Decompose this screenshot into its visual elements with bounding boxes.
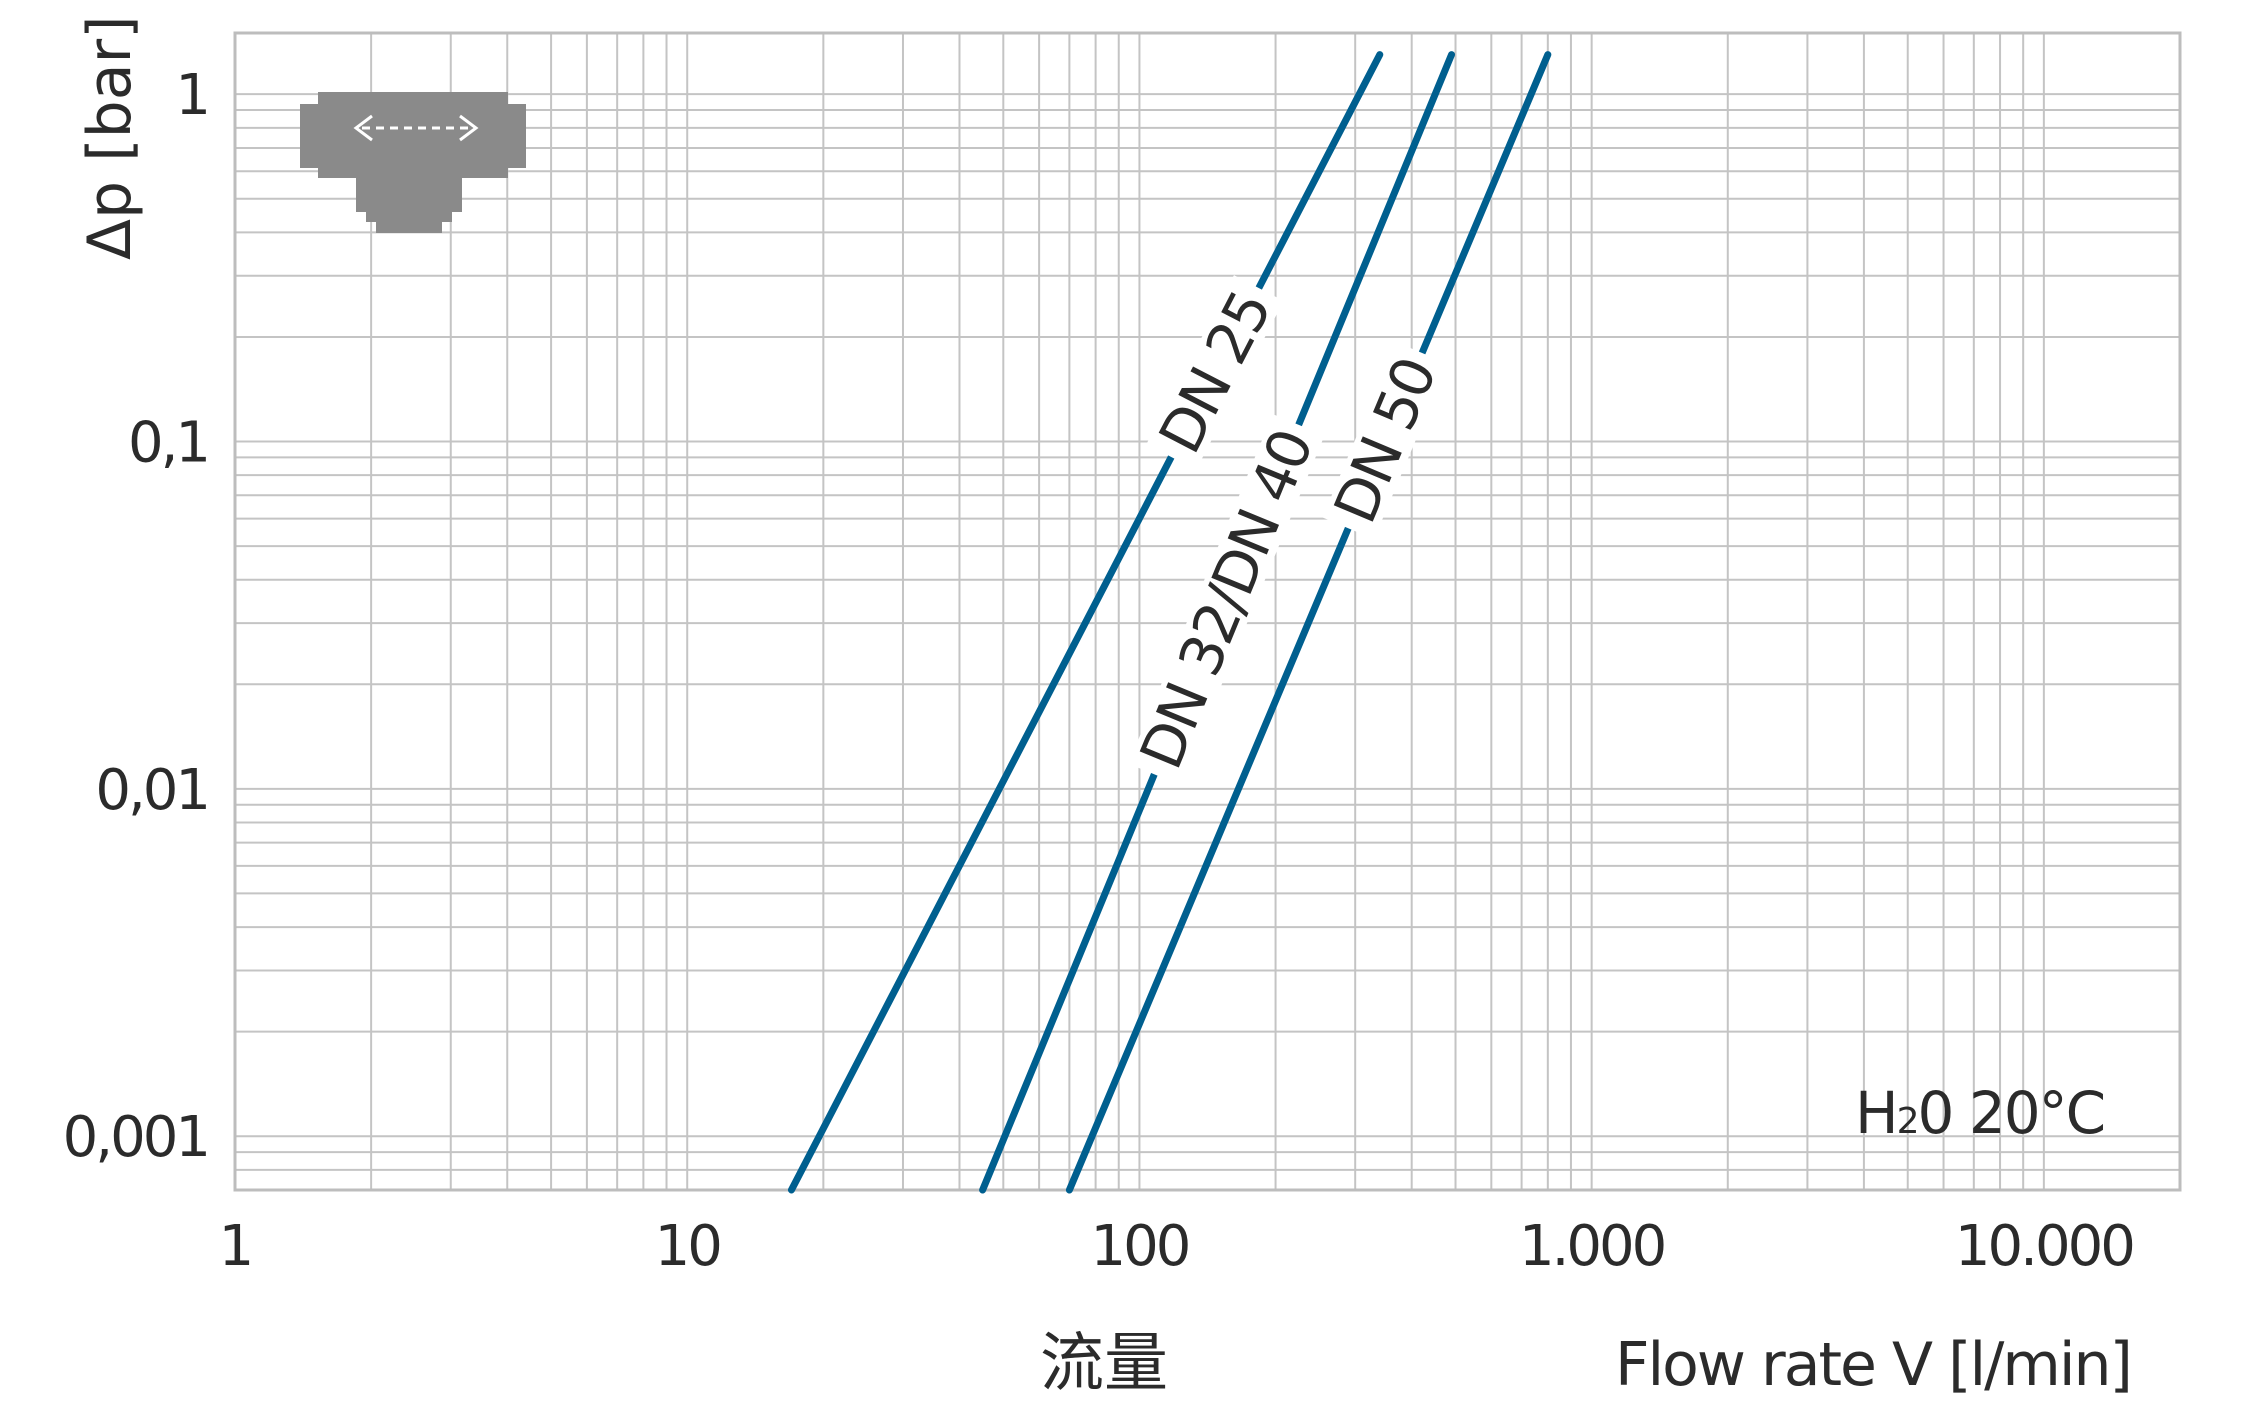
x-tick-label: 1.000 bbox=[1519, 1214, 1664, 1279]
y-tick-labels: 1 0,1 0,01 0,001 bbox=[63, 63, 211, 1170]
y-axis-title: Δp [bar] bbox=[75, 15, 145, 260]
x-tick-label: 10 bbox=[655, 1214, 720, 1279]
y-tick-label: 0,01 bbox=[95, 758, 208, 823]
series-label-background bbox=[1146, 275, 1284, 470]
x-axis-title: Flow rate V [l/min] bbox=[1615, 1330, 2131, 1400]
x-tick-labels: 1 10 100 1.000 10.000 bbox=[219, 1214, 2136, 1279]
x-tick-label: 10.000 bbox=[1955, 1214, 2133, 1279]
plot-frame bbox=[233, 31, 2182, 1192]
x-tick-label: 1 bbox=[219, 1214, 252, 1279]
series-label-background bbox=[1128, 414, 1325, 786]
series-label-background bbox=[1322, 342, 1448, 540]
y-tick-label: 0,001 bbox=[63, 1105, 208, 1170]
y-tick-label: 0,1 bbox=[128, 411, 208, 476]
tee-fitting-icon bbox=[300, 92, 526, 233]
series-line-3 bbox=[1065, 51, 1552, 1194]
x-axis-title-cn: 流量 bbox=[1040, 1327, 1168, 1401]
x-tick-label: 100 bbox=[1090, 1214, 1188, 1279]
fluid-condition-annotation: H20 20°C bbox=[1855, 1079, 2104, 1147]
y-tick-label: 1 bbox=[175, 63, 208, 128]
series-line-1 bbox=[787, 51, 1384, 1194]
